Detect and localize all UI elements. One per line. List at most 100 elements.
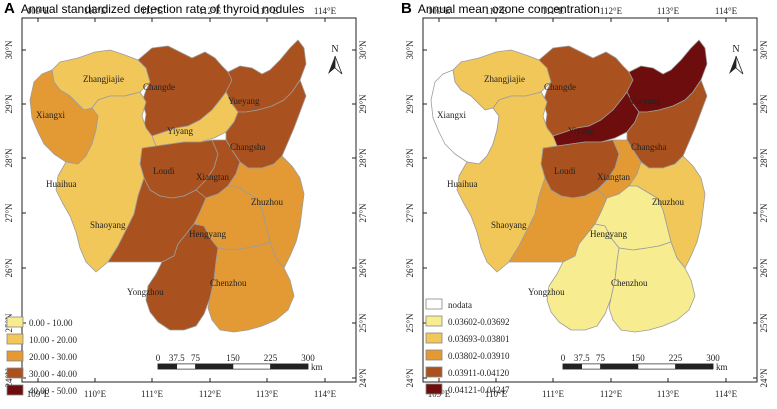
panel-b-map: 109°E109°E110°E110°E111°E111°E112°E112°E… <box>405 6 769 399</box>
region-label-yiyang: Yiyang <box>167 126 193 136</box>
panel-b-legend: nodata 0.03602-0.03692 0.03693-0.03801 0.03… <box>425 298 510 395</box>
region-label-zhuzhou: Zhuzhou <box>652 197 684 207</box>
legend-swatch <box>6 367 24 379</box>
lat-tick-label-right: 29°N <box>358 94 368 114</box>
region-label-huaihua: Huaihua <box>447 179 478 189</box>
region-label-yiyang: Yiyang <box>568 126 594 136</box>
scale-label: 225 <box>264 353 278 363</box>
lat-tick-label-right: 28°N <box>358 148 368 168</box>
region-yongzhou[interactable] <box>145 223 219 331</box>
region-label-loudi: Loudi <box>153 166 175 176</box>
lat-tick-label-right: 25°N <box>358 313 368 333</box>
region-label-yueyang: Yueyang <box>228 96 260 106</box>
legend-swatch <box>425 366 443 378</box>
scale-label: 37.5 <box>169 353 185 363</box>
lat-tick-label-left: 26°N <box>405 258 415 278</box>
north-arrow-icon <box>328 55 343 75</box>
region-label-yongzhou: Yongzhou <box>528 287 565 297</box>
lat-tick-label-right: 25°N <box>759 313 769 333</box>
legend-swatch <box>6 350 24 362</box>
lon-tick-label-bottom: 111°E <box>542 389 564 399</box>
lon-tick-label-bottom: 114°E <box>314 389 337 399</box>
lat-tick-label-right: 30°N <box>759 40 769 60</box>
lon-tick-label-bottom: 111°E <box>141 389 163 399</box>
panel-a-legend: 0.00 - 10.00 10.00 - 20.00 20.00 - 30.00 30… <box>6 316 77 396</box>
lon-tick-label-bottom: 110°E <box>485 389 508 399</box>
lon-tick-label-top: 109°E <box>27 6 50 16</box>
lat-tick-label-right: 24°N <box>759 368 769 388</box>
region-label-changde: Changde <box>544 82 576 92</box>
region-label-zhangjiajie: Zhangjiajie <box>83 74 124 84</box>
region-label-zhangjiajie: Zhangjiajie <box>484 74 525 84</box>
legend-label: 0.03693-0.03801 <box>448 334 510 344</box>
scale-label: 75 <box>191 353 201 363</box>
lat-tick-label-left: 29°N <box>4 94 14 114</box>
lat-tick-label-left: 27°N <box>405 203 415 223</box>
lat-tick-label-left: 26°N <box>4 258 14 278</box>
legend-swatch <box>425 332 443 344</box>
lat-tick-label-right: 27°N <box>358 203 368 223</box>
lat-tick-label-right: 26°N <box>358 258 368 278</box>
region-label-loudi: Loudi <box>554 166 576 176</box>
legend-swatch <box>425 298 443 310</box>
legend-label: nodata <box>448 300 472 310</box>
lon-tick-label-top: 113°E <box>256 6 279 16</box>
lon-tick-label-top: 110°E <box>485 6 508 16</box>
scale-label: 150 <box>631 353 645 363</box>
lon-tick-label-bottom: 109°E <box>27 389 50 399</box>
legend-label: 40.00 - 50.00 <box>29 386 77 396</box>
region-label-yueyang: Yueyang <box>629 96 661 106</box>
region-label-xiangxi: Xiangxi <box>437 110 466 120</box>
region-label-xiangtan: Xiangtan <box>196 172 229 182</box>
lat-tick-label-right: 28°N <box>759 148 769 168</box>
legend-swatch <box>6 384 24 396</box>
lon-tick-label-top: 110°E <box>84 6 107 16</box>
lon-tick-label-bottom: 112°E <box>600 389 623 399</box>
lon-tick-label-bottom: 110°E <box>84 389 107 399</box>
lat-tick-label-left: 27°N <box>4 203 14 223</box>
north-arrow-icon <box>729 55 744 75</box>
region-label-shaoyang: Shaoyang <box>90 220 126 230</box>
region-label-chenzhou: Chenzhou <box>210 278 247 288</box>
legend-label: 20.00 - 30.00 <box>29 352 77 362</box>
region-label-zhuzhou: Zhuzhou <box>251 197 283 207</box>
lat-tick-label-right: 30°N <box>358 40 368 60</box>
lat-tick-label-left: 25°N <box>405 313 415 333</box>
lon-tick-label-top: 113°E <box>657 6 680 16</box>
lon-tick-label-top: 114°E <box>314 6 337 16</box>
panel-a-title: A Annual standardized detection rate of t… <box>4 0 305 17</box>
region-chenzhou[interactable] <box>207 241 295 333</box>
lat-tick-label-right: 27°N <box>759 203 769 223</box>
lon-tick-label-bottom: 113°E <box>657 389 680 399</box>
legend-swatch <box>6 316 24 328</box>
north-label: N <box>732 44 739 55</box>
lat-tick-label-left: 24°N <box>405 368 415 388</box>
panel-a-letter: A <box>4 0 15 17</box>
lat-tick-label-left: 28°N <box>4 148 14 168</box>
region-yongzhou[interactable] <box>546 223 620 331</box>
scale-label: 0 <box>156 353 161 363</box>
lat-tick-label-left: 28°N <box>405 148 415 168</box>
region-chenzhou[interactable] <box>608 241 696 333</box>
lat-tick-label-left: 30°N <box>405 40 415 60</box>
panel-a-title-text: Annual standardized detection rate of th… <box>20 2 305 16</box>
legend-label: 30.00 - 40.00 <box>29 369 77 379</box>
scale-label: 150 <box>226 353 240 363</box>
legend-swatch <box>425 349 443 361</box>
scale-label: 225 <box>669 353 683 363</box>
region-label-chenzhou: Chenzhou <box>611 278 648 288</box>
region-label-hengyang: Hengyang <box>590 229 627 239</box>
lat-tick-label-right: 24°N <box>358 368 368 388</box>
region-label-shaoyang: Shaoyang <box>491 220 527 230</box>
legend-label: 0.03602-0.03692 <box>448 317 510 327</box>
scale-label: 300 <box>301 353 315 363</box>
panel-b-title-text: Annual mean ozone concentration <box>417 2 600 16</box>
lat-tick-label-right: 29°N <box>759 94 769 114</box>
lon-tick-label-top: 114°E <box>715 6 738 16</box>
region-label-xiangtan: Xiangtan <box>597 172 630 182</box>
legend-label: 10.00 - 20.00 <box>29 335 77 345</box>
region-label-changsha: Changsha <box>631 142 667 152</box>
lon-tick-label-top: 111°E <box>141 6 163 16</box>
